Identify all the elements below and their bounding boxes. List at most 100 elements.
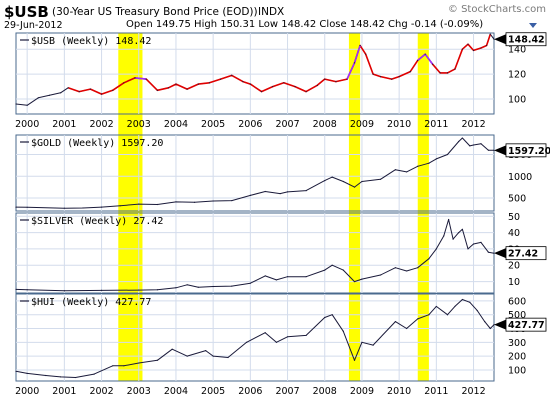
data-point-2-15 bbox=[305, 276, 307, 278]
data-point-0-17 bbox=[197, 83, 199, 85]
data-point-2-26 bbox=[435, 248, 437, 250]
x-tick-bottom-12: 2012 bbox=[461, 386, 485, 397]
data-point-2-13 bbox=[275, 279, 277, 281]
data-point-0-28 bbox=[316, 84, 318, 86]
x-tick-top-9: 2009 bbox=[350, 119, 374, 130]
data-point-0-32 bbox=[353, 62, 356, 64]
data-point-0-36 bbox=[379, 76, 382, 78]
data-point-0-43 bbox=[439, 72, 441, 74]
data-point-3-19 bbox=[305, 334, 307, 337]
data-point-0-35 bbox=[372, 73, 374, 75]
series-segment-0-1 bbox=[134, 77, 147, 80]
panel-frame-3 bbox=[15, 293, 495, 382]
data-point-0-21 bbox=[242, 81, 244, 83]
data-point-0-6 bbox=[78, 90, 80, 93]
x-tick-bottom-3: 2003 bbox=[127, 386, 151, 397]
data-point-1-5 bbox=[119, 205, 121, 207]
data-point-3-4 bbox=[74, 376, 77, 379]
data-point-0-41 bbox=[424, 53, 426, 55]
data-point-1-29 bbox=[458, 140, 460, 143]
last-value-3: 427.77 bbox=[508, 320, 545, 331]
data-point-2-32 bbox=[467, 248, 469, 250]
y-tick-3-5: 600 bbox=[508, 296, 526, 307]
data-point-0-3 bbox=[48, 94, 51, 96]
data-point-0-33 bbox=[359, 44, 361, 47]
x-tick-top-7: 2007 bbox=[275, 119, 299, 130]
y-tick-1-0: 500 bbox=[508, 193, 526, 204]
data-point-0-19 bbox=[219, 78, 222, 80]
data-point-1-33 bbox=[480, 143, 482, 145]
data-point-1-23 bbox=[394, 169, 397, 171]
x-tick-bottom-9: 2009 bbox=[350, 386, 374, 397]
panel-frame-0 bbox=[15, 32, 495, 115]
data-point-1-30 bbox=[461, 137, 463, 139]
highlight-band-2 bbox=[417, 33, 429, 381]
data-point-3-15 bbox=[246, 341, 248, 343]
data-point-2-16 bbox=[324, 269, 326, 271]
data-point-2-7 bbox=[186, 284, 188, 286]
data-point-0-0 bbox=[15, 103, 17, 105]
data-point-2-10 bbox=[231, 285, 233, 287]
y-tick-0-0: 100 bbox=[508, 95, 526, 106]
y-tick-1-1: 1000 bbox=[508, 172, 532, 183]
data-point-3-3 bbox=[60, 376, 62, 378]
data-point-0-10 bbox=[123, 82, 125, 84]
x-tick-top-1: 2001 bbox=[52, 119, 76, 130]
panels: 100 120 140 $USB (Weekly) 148.42 148.42 500 10… bbox=[15, 32, 550, 397]
highlight-band-1 bbox=[348, 33, 361, 381]
data-point-3-8 bbox=[138, 362, 140, 364]
x-tick-top-2: 2002 bbox=[89, 119, 113, 130]
data-point-2-20 bbox=[361, 278, 363, 280]
data-point-3-0 bbox=[15, 370, 17, 372]
x-tick-top-10: 2010 bbox=[387, 119, 411, 130]
data-point-0-47 bbox=[467, 43, 469, 45]
data-point-1-31 bbox=[469, 145, 471, 147]
data-point-1-12 bbox=[249, 194, 251, 196]
data-point-2-17 bbox=[331, 264, 333, 266]
data-point-3-7 bbox=[123, 365, 125, 367]
data-point-3-6 bbox=[112, 365, 114, 367]
data-point-0-24 bbox=[272, 85, 274, 88]
x-tick-bottom-8: 2008 bbox=[313, 386, 337, 397]
data-point-0-1 bbox=[26, 104, 28, 106]
x-tick-bottom-5: 2005 bbox=[201, 386, 225, 397]
header-symbol: $USB bbox=[4, 3, 49, 21]
data-point-1-14 bbox=[279, 193, 281, 195]
x-tick-bottom-10: 2010 bbox=[387, 386, 411, 397]
y-tick-3-4: 500 bbox=[508, 310, 526, 321]
data-point-3-12 bbox=[205, 350, 207, 352]
dropdown-arrow-icon[interactable] bbox=[529, 23, 537, 28]
data-point-0-49 bbox=[480, 47, 482, 49]
data-point-0-18 bbox=[208, 82, 211, 84]
data-point-2-14 bbox=[286, 276, 289, 278]
data-point-1-26 bbox=[428, 162, 430, 164]
data-point-3-5 bbox=[93, 373, 95, 375]
data-point-1-4 bbox=[100, 206, 103, 208]
data-point-1-6 bbox=[138, 203, 140, 205]
data-point-2-11 bbox=[249, 282, 251, 284]
data-point-2-2 bbox=[63, 290, 65, 292]
panel-title-2: $SILVER (Weekly) 27.42 bbox=[31, 216, 163, 227]
data-point-0-31 bbox=[346, 78, 348, 80]
data-point-2-3 bbox=[100, 289, 103, 291]
panel-title-3: $HUI (Weekly) 427.77 bbox=[31, 297, 151, 308]
x-tick-bottom-2: 2002 bbox=[89, 386, 113, 397]
data-point-3-16 bbox=[264, 332, 266, 334]
header-watermark: © StockCharts.com bbox=[448, 4, 546, 15]
data-point-3-31 bbox=[446, 314, 449, 316]
data-point-3-29 bbox=[428, 314, 430, 316]
data-point-2-4 bbox=[138, 289, 140, 291]
data-point-0-27 bbox=[305, 90, 307, 93]
x-tick-top-12: 2012 bbox=[461, 119, 485, 130]
data-point-0-23 bbox=[260, 90, 263, 93]
y-tick-0-2: 140 bbox=[508, 45, 526, 56]
data-point-0-5 bbox=[67, 87, 69, 89]
data-point-2-33 bbox=[472, 243, 475, 245]
data-point-3-2 bbox=[45, 374, 47, 377]
data-point-3-37 bbox=[489, 327, 491, 330]
data-point-1-34 bbox=[487, 149, 490, 151]
last-value-1: 1597.20 bbox=[508, 146, 550, 157]
data-point-0-38 bbox=[398, 76, 400, 78]
